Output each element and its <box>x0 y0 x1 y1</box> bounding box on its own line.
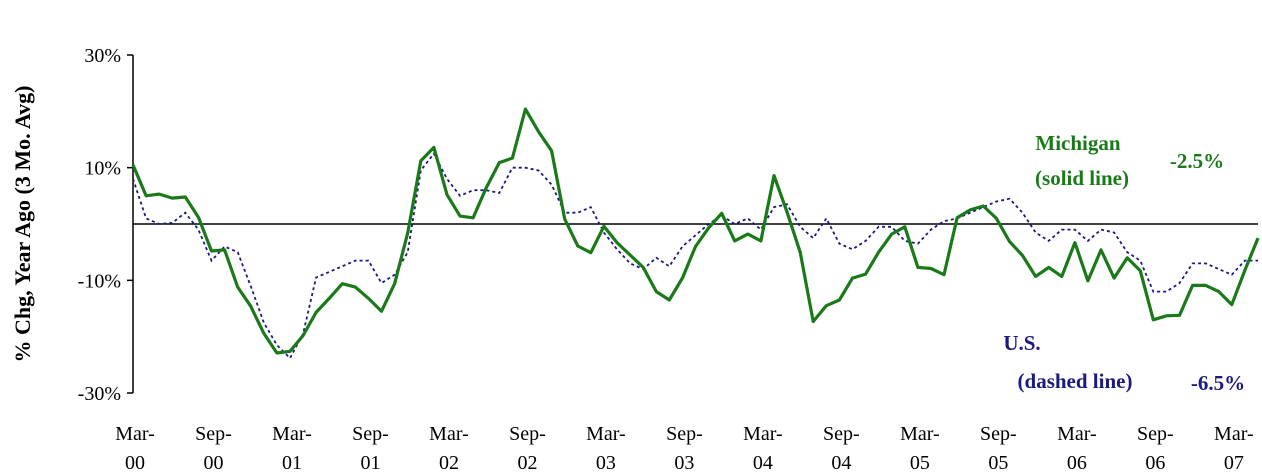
annotation-mi-style: (solid line) <box>1035 166 1129 190</box>
x-tick-label-month: Sep- <box>352 423 389 445</box>
x-tick-label-year: 04 <box>831 452 851 473</box>
annotation-us-name: U.S. <box>1003 331 1040 355</box>
x-tick-label-month: Mar- <box>900 423 940 445</box>
x-tick-label-month: Sep- <box>195 423 232 445</box>
annotation-mi-name: Michigan <box>1035 131 1120 155</box>
x-tick-label-year: 05 <box>910 452 930 473</box>
x-tick-label-year: 04 <box>753 452 773 473</box>
x-tick-label-month: Mar- <box>1214 423 1254 445</box>
y-tick-label: 10% <box>84 158 121 180</box>
series-line-u-s <box>132 151 1258 360</box>
y-tick-label: 30% <box>84 45 121 67</box>
x-tick-label-year: 05 <box>988 452 1008 473</box>
annotations: Michigan (solid line) -2.5% U.S. (dashed lin… <box>1003 131 1245 395</box>
x-tick-label-year: 03 <box>596 452 616 473</box>
y-tick-label: -30% <box>78 383 121 405</box>
x-tick-label-month: Mar- <box>115 423 155 445</box>
x-tick-label-year: 02 <box>439 452 459 473</box>
x-tick-label-year: 07 <box>1224 452 1244 473</box>
x-tick-label-month: Mar- <box>429 423 469 445</box>
series-line-michigan <box>131 107 1260 355</box>
annotation-us-style: (dashed line) <box>1018 369 1133 393</box>
x-tick-label-year: 03 <box>674 452 694 473</box>
annotation-mi-last: -2.5% <box>1170 149 1224 173</box>
x-tick-label-year: 00 <box>203 452 223 473</box>
series-lines <box>131 107 1260 360</box>
x-tick-label-month: Mar- <box>743 423 783 445</box>
x-tick-label-month: Mar- <box>272 423 312 445</box>
x-tick-label-month: Sep- <box>666 423 703 445</box>
y-tick-label: -10% <box>78 270 121 292</box>
x-tick-label-month: Mar- <box>586 423 626 445</box>
x-tick-label-year: 06 <box>1067 452 1087 473</box>
x-tick-label-year: 01 <box>282 452 302 473</box>
x-tick-label-month: Sep- <box>509 423 546 445</box>
x-tick-label-month: Sep- <box>980 423 1017 445</box>
x-tick-label-month: Mar- <box>1057 423 1097 445</box>
y-tick-labels: 30% 10% -10% -30% <box>78 45 121 405</box>
x-tick-labels: Mar- 00 Sep- 00 Mar- 01 Sep- 01 Mar- 02 Sep- 02 Mar-… <box>115 423 1253 473</box>
x-tick-label-year: 01 <box>360 452 380 473</box>
y-axis-title-group: % Chg, Year Ago (3 Mo. Avg) <box>10 85 35 362</box>
annotation-us-last: -6.5% <box>1191 371 1245 395</box>
axes <box>127 54 1258 394</box>
x-tick-label-month: Sep- <box>1137 423 1174 445</box>
x-tick-label-year: 06 <box>1145 452 1165 473</box>
x-tick-label-month: Sep- <box>823 423 860 445</box>
x-tick-label-year: 02 <box>517 452 537 473</box>
y-axis-title: % Chg, Year Ago (3 Mo. Avg) <box>10 85 35 362</box>
x-tick-label-year: 00 <box>125 452 145 473</box>
